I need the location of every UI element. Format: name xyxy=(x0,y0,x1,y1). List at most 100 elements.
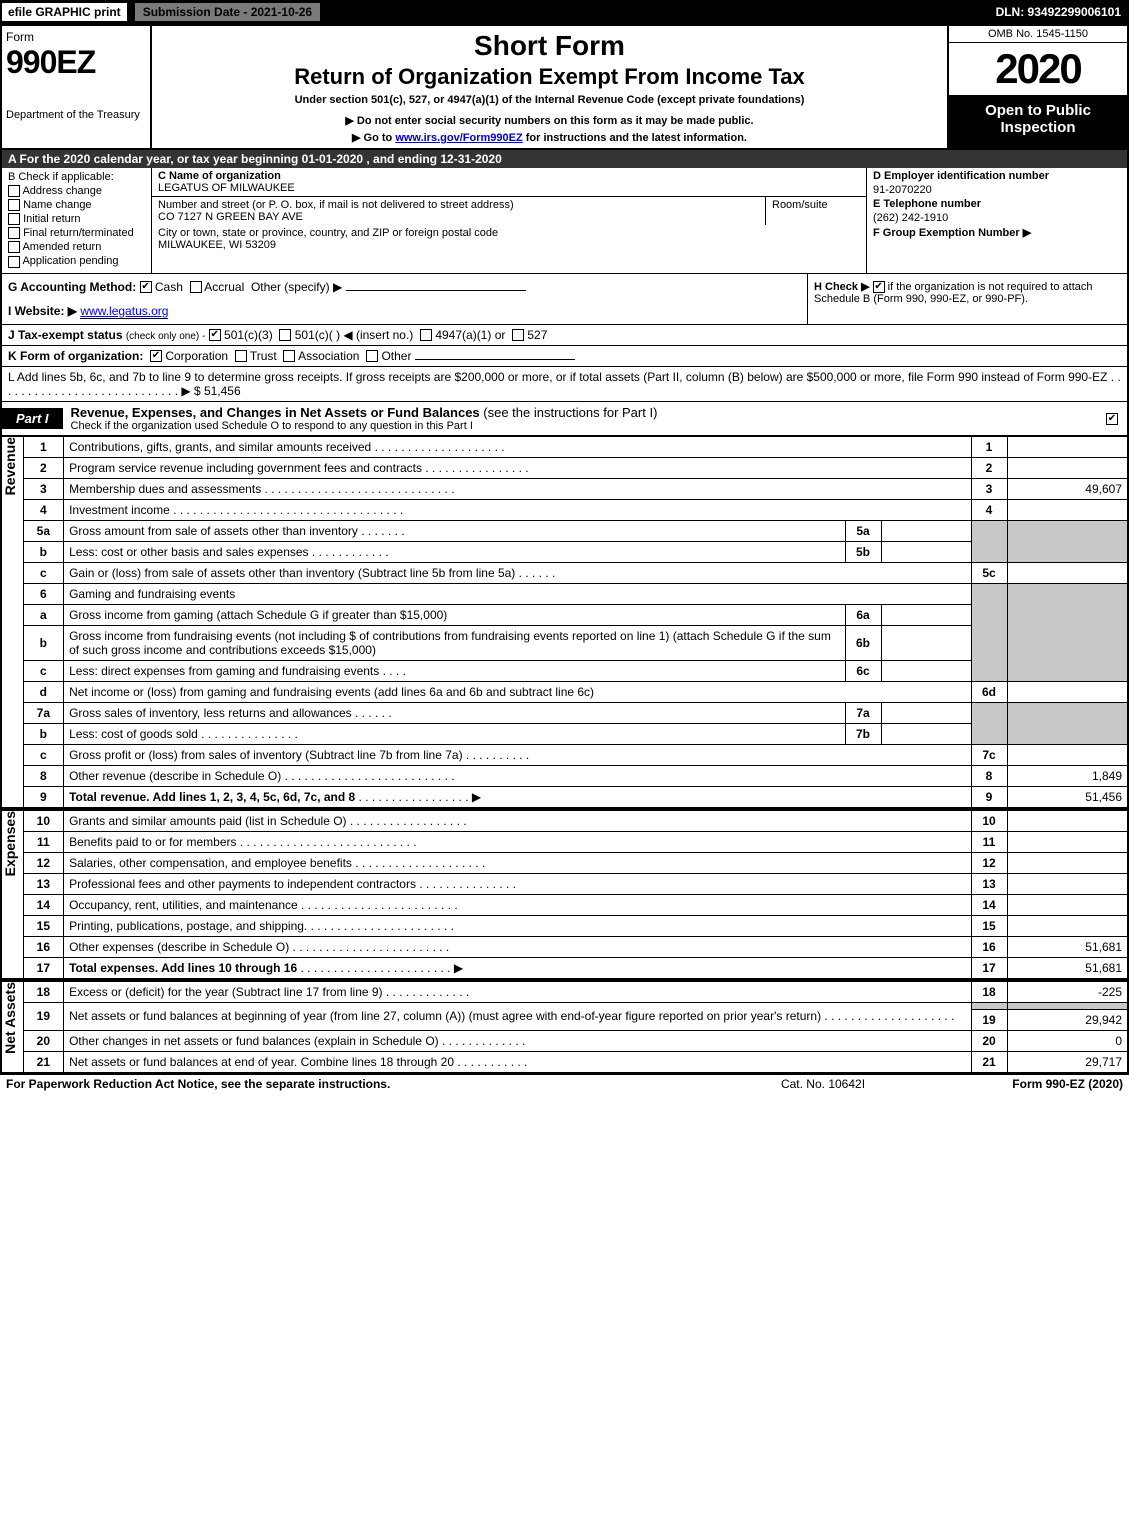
chk-trust[interactable] xyxy=(235,350,247,362)
line-15-desc: Printing, publications, postage, and shi… xyxy=(64,915,971,936)
k-o4: Other xyxy=(381,349,411,363)
line-12-desc: Salaries, other compensation, and employ… xyxy=(64,852,971,873)
line-1-desc: Contributions, gifts, grants, and simila… xyxy=(64,436,971,457)
line-6a-desc: Gross income from gaming (attach Schedul… xyxy=(64,604,845,625)
line-6b-sub: 6b xyxy=(845,625,881,660)
g-other-blank xyxy=(346,290,526,291)
line-8-val: 1,849 xyxy=(1007,765,1127,786)
chk-initial-return[interactable]: Initial return xyxy=(8,213,145,225)
line-9-desc: Total revenue. Add lines 1, 2, 3, 4, 5c,… xyxy=(64,786,971,807)
line-13-val xyxy=(1007,873,1127,894)
line-9-rno: 9 xyxy=(971,786,1007,807)
k-other-blank xyxy=(415,359,575,360)
line-16-rno: 16 xyxy=(971,936,1007,957)
line-2-rno: 2 xyxy=(971,457,1007,478)
chk-501c3[interactable] xyxy=(209,329,221,341)
line-6c-desc: Less: direct expenses from gaming and fu… xyxy=(64,660,845,681)
netassets-table: 18Excess or (deficit) for the year (Subt… xyxy=(24,981,1127,1073)
l-amount: ▶ $ 51,456 xyxy=(181,384,240,398)
line-17-val: 51,681 xyxy=(1007,957,1127,978)
irs-link[interactable]: www.irs.gov/Form990EZ xyxy=(395,132,522,144)
line-7c-rno: 7c xyxy=(971,744,1007,765)
line-18-rno: 18 xyxy=(971,981,1007,1002)
line-7b-sub: 7b xyxy=(845,723,881,744)
chk-cash[interactable] xyxy=(140,281,152,293)
k-o2: Trust xyxy=(250,349,277,363)
footer: For Paperwork Reduction Act Notice, see … xyxy=(0,1075,1129,1093)
line-6c-sub: 6c xyxy=(845,660,881,681)
line-6c-no: c xyxy=(24,660,64,681)
line-11-val xyxy=(1007,831,1127,852)
chk-501c[interactable] xyxy=(279,329,291,341)
part1-title: Revenue, Expenses, and Changes in Net As… xyxy=(63,402,1097,435)
subtitle-section: Under section 501(c), 527, or 4947(a)(1)… xyxy=(158,94,941,106)
efile-print-button[interactable]: efile GRAPHIC print xyxy=(0,1,129,23)
line-20-rno: 20 xyxy=(971,1030,1007,1051)
line-1-rno: 1 xyxy=(971,436,1007,457)
header-mid: Short Form Return of Organization Exempt… xyxy=(152,26,947,148)
chk-address-change[interactable]: Address change xyxy=(8,185,145,197)
footer-right: Form 990-EZ (2020) xyxy=(923,1077,1123,1091)
c-city-label: City or town, state or province, country… xyxy=(158,227,498,239)
line-7a-no: 7a xyxy=(24,702,64,723)
j-o1: 501(c)(3) xyxy=(224,328,273,342)
chk-schedule-b[interactable] xyxy=(873,281,885,293)
col-h: H Check ▶ if the organization is not req… xyxy=(807,274,1127,324)
footer-cat: Cat. No. 10642I xyxy=(723,1077,923,1091)
line-14-no: 14 xyxy=(24,894,64,915)
expenses-table: 10Grants and similar amounts paid (list … xyxy=(24,810,1127,979)
line-21-rno: 21 xyxy=(971,1051,1007,1072)
j-o3: 4947(a)(1) or xyxy=(435,328,505,342)
line-4-no: 4 xyxy=(24,499,64,520)
line-19-val: 29,942 xyxy=(1007,1009,1127,1030)
part1-checkbox[interactable] xyxy=(1097,411,1127,425)
chk-pending[interactable]: Application pending xyxy=(8,255,145,267)
line-6-shade-val xyxy=(1007,583,1127,681)
chk-accrual[interactable] xyxy=(190,281,202,293)
line-10-rno: 10 xyxy=(971,810,1007,831)
line-3-no: 3 xyxy=(24,478,64,499)
col-c: C Name of organization LEGATUS OF MILWAU… xyxy=(152,168,867,273)
line-12-rno: 12 xyxy=(971,852,1007,873)
line-6b-no: b xyxy=(24,625,64,660)
line-6b-desc: Gross income from fundraising events (no… xyxy=(64,625,845,660)
line-17-no: 17 xyxy=(24,957,64,978)
chk-name-change[interactable]: Name change xyxy=(8,199,145,211)
j-o4: 527 xyxy=(527,328,547,342)
expenses-label: Expenses xyxy=(2,810,24,979)
row-bcd: B Check if applicable: Address change Na… xyxy=(2,168,1127,274)
j-label: J Tax-exempt status xyxy=(8,328,123,342)
line-14-rno: 14 xyxy=(971,894,1007,915)
line-6d-no: d xyxy=(24,681,64,702)
omb-number: OMB No. 1545-1150 xyxy=(949,26,1127,43)
chk-final-return[interactable]: Final return/terminated xyxy=(8,227,145,239)
chk-4947[interactable] xyxy=(420,329,432,341)
chk-amended[interactable]: Amended return xyxy=(8,241,145,253)
line-7b-subval xyxy=(881,723,971,744)
line-8-no: 8 xyxy=(24,765,64,786)
chk-527[interactable] xyxy=(512,329,524,341)
line-13-no: 13 xyxy=(24,873,64,894)
form-container: Form 990EZ Department of the Treasury Sh… xyxy=(0,24,1129,1075)
room-suite-label: Room/suite xyxy=(766,197,866,225)
line-4-desc: Investment income . . . . . . . . . . . … xyxy=(64,499,971,520)
chk-assoc[interactable] xyxy=(283,350,295,362)
line-21-val: 29,717 xyxy=(1007,1051,1127,1072)
line-5c-val xyxy=(1007,562,1127,583)
chk-other[interactable] xyxy=(366,350,378,362)
line-10-desc: Grants and similar amounts paid (list in… xyxy=(64,810,971,831)
subtitle-ssn: ▶ Do not enter social security numbers o… xyxy=(158,114,941,127)
line-5a-sub: 5a xyxy=(845,520,881,541)
i-label: I Website: ▶ xyxy=(8,304,77,318)
line-7ab-shade xyxy=(971,702,1007,744)
line-5b-sub: 5b xyxy=(845,541,881,562)
g-cash: Cash xyxy=(155,280,183,294)
form-word: Form xyxy=(6,30,146,44)
netassets-label: Net Assets xyxy=(2,981,24,1073)
chk-corp[interactable] xyxy=(150,350,162,362)
website-link[interactable]: www.legatus.org xyxy=(80,304,168,319)
line-2-desc: Program service revenue including govern… xyxy=(64,457,971,478)
line-20-val: 0 xyxy=(1007,1030,1127,1051)
line-6b-subval xyxy=(881,625,971,660)
line-7b-no: b xyxy=(24,723,64,744)
